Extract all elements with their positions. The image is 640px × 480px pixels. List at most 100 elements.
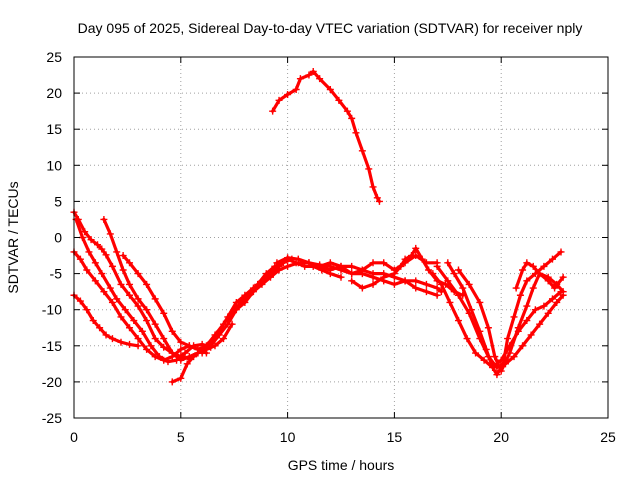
data-point [89, 317, 97, 325]
data-point [337, 273, 345, 281]
data-point [510, 353, 518, 361]
data-point [168, 349, 176, 357]
data-point [143, 280, 151, 288]
data-point [437, 280, 445, 288]
data-point [249, 288, 257, 296]
data-point [463, 335, 471, 343]
data-point [85, 248, 93, 256]
data-point [380, 273, 388, 281]
data-point [119, 252, 127, 260]
data-point [126, 280, 134, 288]
data-point [93, 241, 101, 249]
data-point [401, 277, 409, 285]
data-point [102, 251, 110, 259]
data-point [433, 291, 441, 299]
data-point [450, 270, 458, 278]
series-line [72, 293, 140, 348]
data-point [108, 262, 116, 270]
data-point [81, 228, 89, 236]
data-point [106, 230, 114, 238]
data-point [536, 270, 544, 278]
series-trace-17 [512, 259, 567, 292]
data-point [412, 284, 420, 292]
data-point [407, 252, 415, 260]
data-point [380, 259, 388, 267]
series-trace-16 [454, 266, 567, 375]
x-tick-label: 20 [493, 429, 509, 445]
data-point [126, 324, 134, 332]
y-tick-label: 25 [46, 49, 62, 65]
data-point [207, 342, 215, 350]
data-point [134, 342, 142, 350]
data-point [536, 320, 544, 328]
data-point [348, 262, 356, 270]
data-point [267, 273, 275, 281]
data-point [544, 309, 552, 317]
data-point [305, 71, 313, 79]
data-point [454, 317, 462, 325]
data-point [224, 313, 232, 321]
data-point [472, 349, 480, 357]
data-point [444, 259, 452, 267]
data-point [126, 259, 134, 267]
data-point [130, 317, 138, 325]
data-point [512, 284, 520, 292]
data-point [134, 335, 142, 343]
data-point [433, 284, 441, 292]
data-point [523, 317, 531, 325]
data-point [504, 335, 512, 343]
data-point [275, 96, 283, 104]
data-point [444, 277, 452, 285]
data-point [548, 295, 556, 303]
series-trace-4 [70, 291, 142, 350]
data-point [181, 349, 189, 357]
series-line [200, 261, 443, 355]
data-point [232, 306, 240, 314]
data-point [480, 356, 488, 364]
y-tick-label: 5 [54, 193, 62, 209]
data-point [96, 324, 104, 332]
data-point [147, 342, 155, 350]
data-point [476, 335, 484, 343]
data-point [98, 270, 106, 278]
series-line [74, 217, 213, 364]
data-point [168, 327, 176, 335]
x-axis-label: GPS time / hours [288, 457, 395, 473]
data-point [177, 345, 185, 353]
data-point [375, 197, 383, 205]
data-point [160, 356, 168, 364]
y-tick-label: -15 [42, 338, 62, 354]
data-point [390, 270, 398, 278]
data-point [390, 280, 398, 288]
data-point [269, 107, 277, 115]
data-point [348, 277, 356, 285]
data-point [160, 335, 168, 343]
data-point [190, 353, 198, 361]
data-point [454, 266, 462, 274]
data-point [284, 262, 292, 270]
data-point [551, 284, 559, 292]
data-point [326, 259, 334, 267]
data-point [224, 320, 232, 328]
data-point [529, 262, 537, 270]
data-point [548, 255, 556, 263]
data-point [544, 277, 552, 285]
x-tick-label: 10 [280, 429, 296, 445]
data-point [553, 298, 561, 306]
data-point [79, 234, 87, 241]
data-point [294, 255, 302, 263]
data-point [126, 291, 134, 299]
data-point [83, 266, 91, 274]
data-point [305, 259, 313, 267]
series-line [121, 253, 294, 351]
y-tick-label: 10 [46, 157, 62, 173]
data-point [531, 306, 539, 314]
data-point [454, 291, 462, 299]
data-point [412, 277, 420, 285]
data-point [446, 298, 454, 306]
data-point [160, 343, 168, 351]
data-point [143, 317, 151, 325]
data-point [369, 183, 377, 191]
data-point [352, 129, 360, 137]
